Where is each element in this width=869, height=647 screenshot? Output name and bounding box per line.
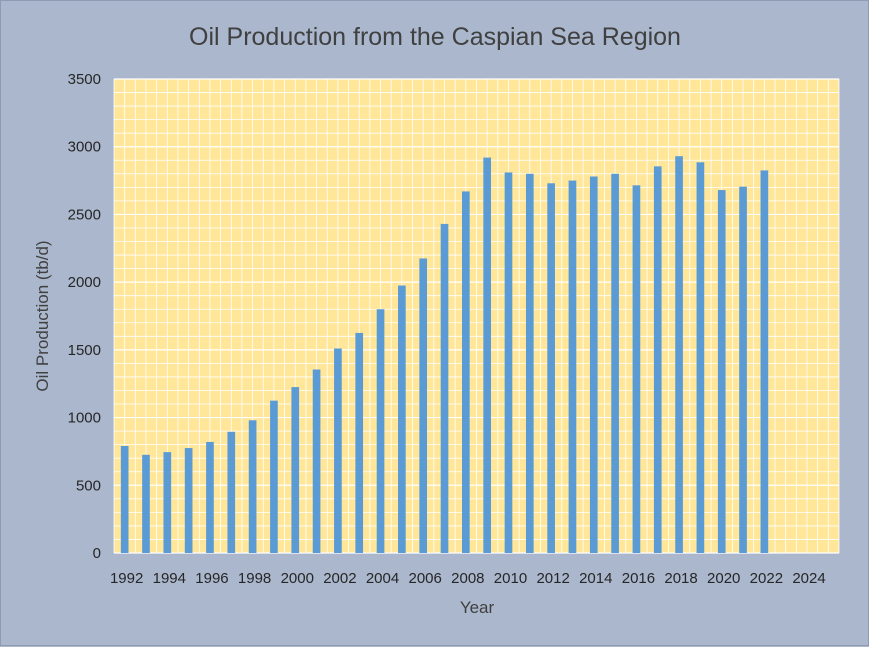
- bar-2017: [653, 166, 662, 553]
- x-tick-label: 2024: [792, 570, 825, 587]
- bar-2006: [419, 258, 428, 553]
- bar-2022: [760, 170, 769, 553]
- bar-1996: [206, 441, 214, 553]
- bar-2012: [547, 183, 555, 553]
- y-tick-label: 3500: [68, 71, 101, 88]
- bar-2013: [568, 180, 577, 554]
- y-tick-label: 1000: [68, 410, 101, 427]
- bar-2016: [632, 185, 641, 553]
- x-tick-label: 1996: [195, 570, 228, 587]
- bar-1997: [227, 431, 236, 553]
- x-tick-label: 2004: [366, 570, 399, 587]
- bar-2014: [589, 176, 598, 553]
- x-tick-label: 2020: [707, 570, 740, 587]
- bar-2005: [398, 285, 406, 553]
- bar-1998: [248, 420, 257, 553]
- x-tick-label: 1992: [110, 570, 143, 587]
- bar-2003: [355, 332, 364, 553]
- x-axis: 1992 1994 1996 1998 2000 2002 2004 2006 2008 2010…: [110, 570, 826, 587]
- x-tick-label: 2018: [664, 570, 697, 587]
- x-tick-label: 2010: [494, 570, 527, 587]
- bar-1995: [184, 448, 193, 553]
- x-tick-label: 2008: [451, 570, 484, 587]
- x-tick-label: 2000: [281, 570, 314, 587]
- y-axis: 0 500 1000 1500 2000 2500 3000 3500: [68, 71, 101, 562]
- x-tick-label: 1998: [238, 570, 271, 587]
- bar-1999: [270, 400, 278, 553]
- bar-1993: [142, 454, 150, 553]
- x-tick-label: 2022: [750, 570, 783, 587]
- y-tick-label: 500: [76, 477, 101, 494]
- y-tick-label: 2000: [68, 274, 101, 291]
- x-axis-title: Year: [460, 598, 495, 617]
- y-axis-title: Oil Production (tb/d): [33, 240, 52, 391]
- bar-2000: [291, 387, 300, 553]
- bar-2001: [312, 369, 321, 553]
- bar-2010: [504, 172, 513, 553]
- y-tick-label: 2500: [68, 206, 101, 223]
- bar-2018: [675, 156, 683, 554]
- x-tick-label: 2006: [409, 570, 442, 587]
- bar-2020: [717, 190, 726, 553]
- bar-2011: [525, 173, 534, 554]
- bar-2019: [696, 162, 705, 553]
- bar-2015: [611, 173, 619, 554]
- x-tick-label: 2016: [622, 570, 655, 587]
- y-tick-label: 1500: [68, 342, 101, 359]
- x-tick-label: 2014: [579, 570, 612, 587]
- x-tick-label: 2012: [536, 570, 569, 587]
- bar-2008: [462, 191, 470, 554]
- bar-2021: [739, 186, 747, 553]
- bar-layer: [120, 156, 769, 554]
- bar-2002: [334, 348, 342, 553]
- y-tick-label: 0: [93, 545, 101, 562]
- bar-1992: [120, 446, 129, 553]
- bar-2009: [483, 157, 491, 553]
- x-tick-label: 1994: [153, 570, 186, 587]
- bar-2004: [376, 309, 385, 553]
- chart-title: Oil Production from the Caspian Sea Regi…: [189, 23, 681, 51]
- y-tick-label: 3000: [68, 139, 101, 156]
- bar-1994: [163, 452, 172, 553]
- x-tick-label: 2002: [323, 570, 356, 587]
- bar-2007: [440, 223, 449, 553]
